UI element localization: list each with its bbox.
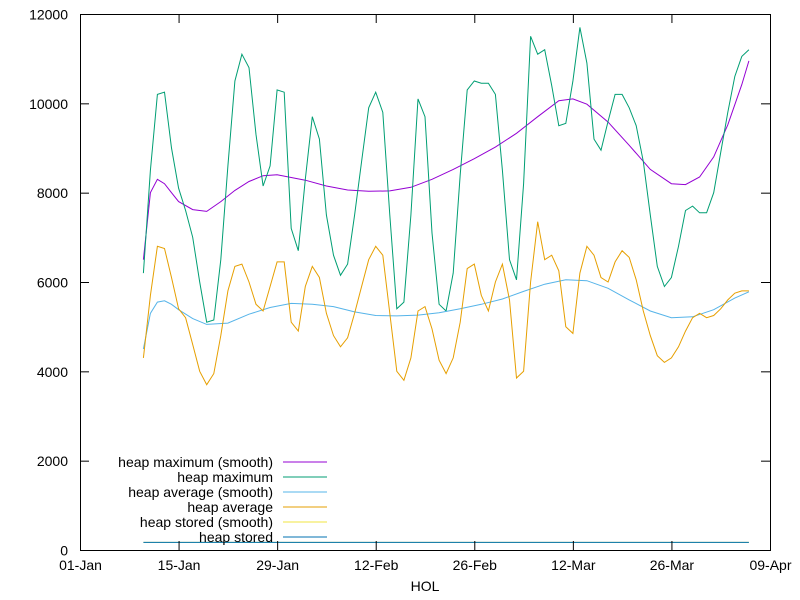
x-tick-label: 26-Feb [453, 557, 498, 573]
x-tick-label: 29-Jan [256, 557, 299, 573]
legend-label-heap-stored: heap stored [199, 529, 273, 545]
y-tick-label: 8000 [37, 185, 68, 201]
x-tick-label: 12-Feb [354, 557, 399, 573]
series-line-heap-average-smooth [142, 279, 750, 350]
y-tick-label: 2000 [37, 453, 68, 469]
y-tick-label: 6000 [37, 275, 68, 291]
legend-label-heap-average-smooth: heap average (smooth) [128, 484, 273, 500]
y-tick-label: 0 [60, 543, 68, 559]
x-tick-label: 15-Jan [158, 557, 201, 573]
x-tick-label: 26-Mar [650, 557, 695, 573]
legend-label-heap-average: heap average [187, 499, 273, 515]
legend-label-heap-maximum: heap maximum [177, 469, 273, 485]
x-axis-title: HOL [411, 578, 440, 594]
y-tick-label: 10000 [29, 96, 68, 112]
series-line-heap-average [142, 221, 749, 386]
legend-label-heap-maximum-smooth: heap maximum (smooth) [118, 454, 273, 470]
y-tick-label: 4000 [37, 364, 68, 380]
x-tick-label: 12-Mar [551, 557, 596, 573]
ticks-layer: 0 2000 4000 6000 8000 10000 12000 01-Jan 15-Jan 2… [29, 7, 792, 574]
x-tick-label: 09-Apr [749, 557, 791, 573]
series-line-heap-maximum-smooth [142, 60, 750, 260]
series-layer [142, 27, 750, 543]
y-tick-label: 12000 [29, 7, 68, 23]
x-tick-label: 01-Jan [59, 557, 102, 573]
legend-label-heap-stored-smooth: heap stored (smooth) [140, 514, 273, 530]
